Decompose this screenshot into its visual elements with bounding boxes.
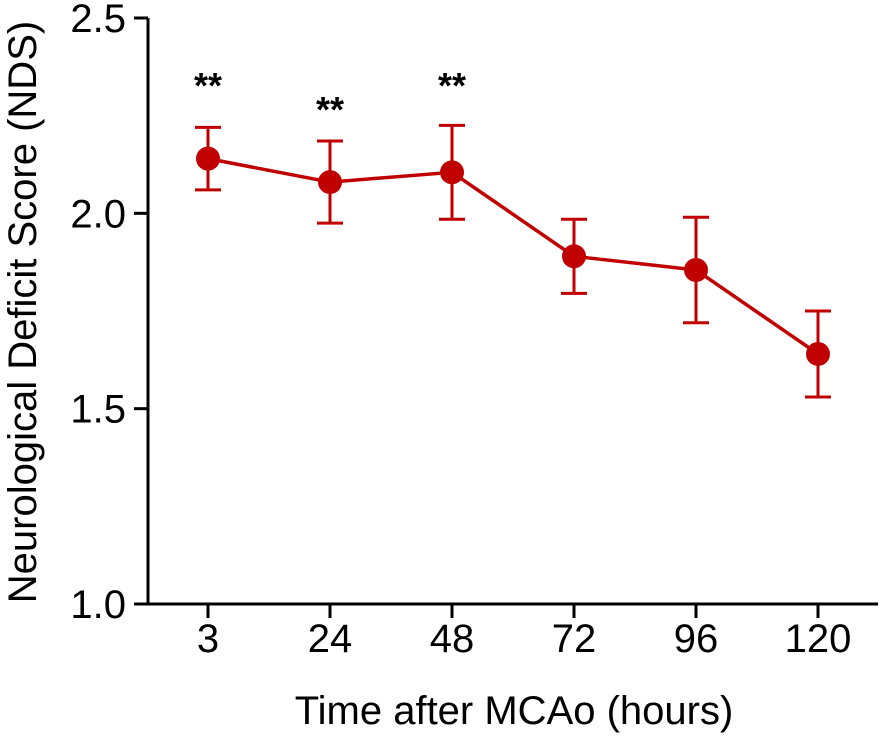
x-ticks: 3 24 48 72 96 120 [197,604,852,661]
y-tick-label: 2.5 [70,0,126,41]
significance-annotations: ** ** ** [194,65,466,130]
data-point [440,160,464,185]
x-tick-label: 96 [674,617,719,661]
significance-label: ** [316,89,344,130]
y-tick-label: 1.0 [70,583,126,627]
series-layer [195,123,831,399]
significance-label: ** [438,65,466,106]
y-tick-label: 1.5 [70,388,126,432]
x-axis-title: Time after MCAo (hours) [295,689,734,733]
data-point [196,146,220,171]
x-tick-label: 120 [785,617,852,661]
x-tick-label: 3 [197,617,219,661]
significance-label: ** [194,65,222,106]
series-line [207,156,819,356]
y-axis-title: Neurological Deficit Score (NDS) [1,21,45,603]
y-ticks: 1.0 1.5 2.0 2.5 [70,0,148,627]
axes: 1.0 1.5 2.0 2.5 3 24 48 72 96 120 [70,0,878,661]
data-point [806,341,830,366]
x-tick-label: 72 [552,617,597,661]
data-point [684,257,708,282]
data-point [562,244,586,269]
y-tick-label: 2.0 [70,192,126,236]
x-tick-label: 24 [308,617,353,661]
data-point [318,170,342,195]
x-tick-label: 48 [430,617,475,661]
